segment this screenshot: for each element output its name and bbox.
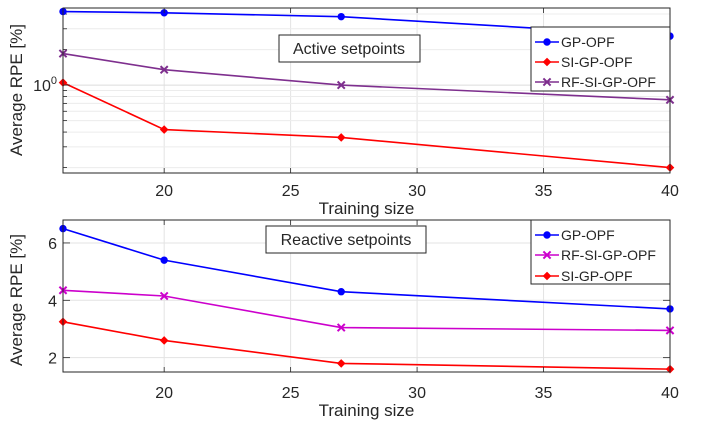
x-tick-label: 20	[155, 183, 173, 200]
annotation-text: Active setpoints	[293, 41, 405, 58]
legend-marker	[542, 77, 552, 87]
data-point-rf-si-gp-opf	[159, 291, 169, 301]
series-line-rf-si-gp-opf	[62, 52, 671, 101]
data-point-rf-si-gp-opf	[159, 65, 169, 75]
legend-box	[530, 26, 671, 92]
series-line-gp-opf	[62, 227, 671, 310]
data-point-gp-opf	[337, 12, 345, 21]
x-tick-label: 40	[661, 183, 679, 200]
annotation-text: Reactive setpoints	[281, 232, 412, 249]
data-point-rf-si-gp-opf	[336, 323, 346, 332]
data-point-si-gp-opf	[159, 336, 169, 345]
legend-label: GP-OPF	[561, 34, 615, 50]
y-axis-label: Average RPE [%]	[7, 234, 26, 366]
series-line-si-gp-opf	[62, 81, 671, 169]
legend-marker	[543, 38, 551, 46]
series-line-rf-si-gp-opf	[62, 289, 671, 332]
x-tick-label: 35	[535, 183, 553, 200]
legend-label: RF-SI-GP-OPF	[561, 74, 656, 90]
y-tick-label: 4	[48, 293, 57, 310]
legend-marker	[543, 231, 551, 239]
data-point-si-gp-opf	[336, 359, 346, 368]
legend-label: RF-SI-GP-OPF	[561, 247, 656, 263]
data-point-gp-opf	[337, 287, 345, 296]
y-tick-label: 6	[48, 236, 57, 253]
series-line-gp-opf	[62, 10, 671, 37]
legend-marker	[542, 271, 552, 281]
x-tick-label: 30	[408, 183, 426, 200]
x-tick-label: 25	[282, 183, 300, 200]
x-tick-label: 40	[661, 385, 679, 402]
x-axis-label: Training size	[319, 401, 415, 420]
y-tick-label: 100	[33, 75, 57, 95]
x-axis-label: Training size	[319, 199, 415, 218]
legend-marker	[542, 57, 552, 67]
data-point-gp-opf	[160, 256, 168, 264]
legend-box	[530, 219, 671, 285]
annotation-box	[278, 34, 421, 63]
reactive-setpoints-panel: 20 25 30 35 40 2 4 6 Training size Average RPE [%…	[7, 219, 679, 420]
x-tick-label: 20	[155, 385, 173, 402]
y-tick-label: 2	[48, 351, 57, 368]
y-axis-label: Average RPE [%]	[7, 24, 26, 156]
legend-label: SI-GP-OPF	[561, 54, 633, 70]
x-tick-label: 25	[282, 385, 300, 402]
axes-box	[62, 219, 671, 373]
legend-label: GP-OPF	[561, 227, 615, 243]
data-point-si-gp-opf	[159, 125, 169, 134]
annotation-box	[265, 225, 427, 254]
data-point-si-gp-opf	[336, 133, 346, 142]
data-point-rf-si-gp-opf	[336, 80, 346, 90]
legend-marker	[542, 250, 552, 260]
x-tick-label: 30	[408, 385, 426, 402]
legend-label: SI-GP-OPF	[561, 268, 633, 284]
active-setpoints-panel: 20 25 30 35 40 100 Training size Average RPE [%…	[7, 7, 679, 218]
x-tick-label: 35	[535, 385, 553, 402]
series-line-si-gp-opf	[62, 321, 671, 370]
